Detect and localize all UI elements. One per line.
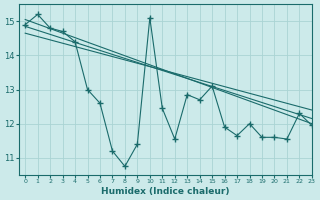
X-axis label: Humidex (Indice chaleur): Humidex (Indice chaleur) <box>101 187 230 196</box>
